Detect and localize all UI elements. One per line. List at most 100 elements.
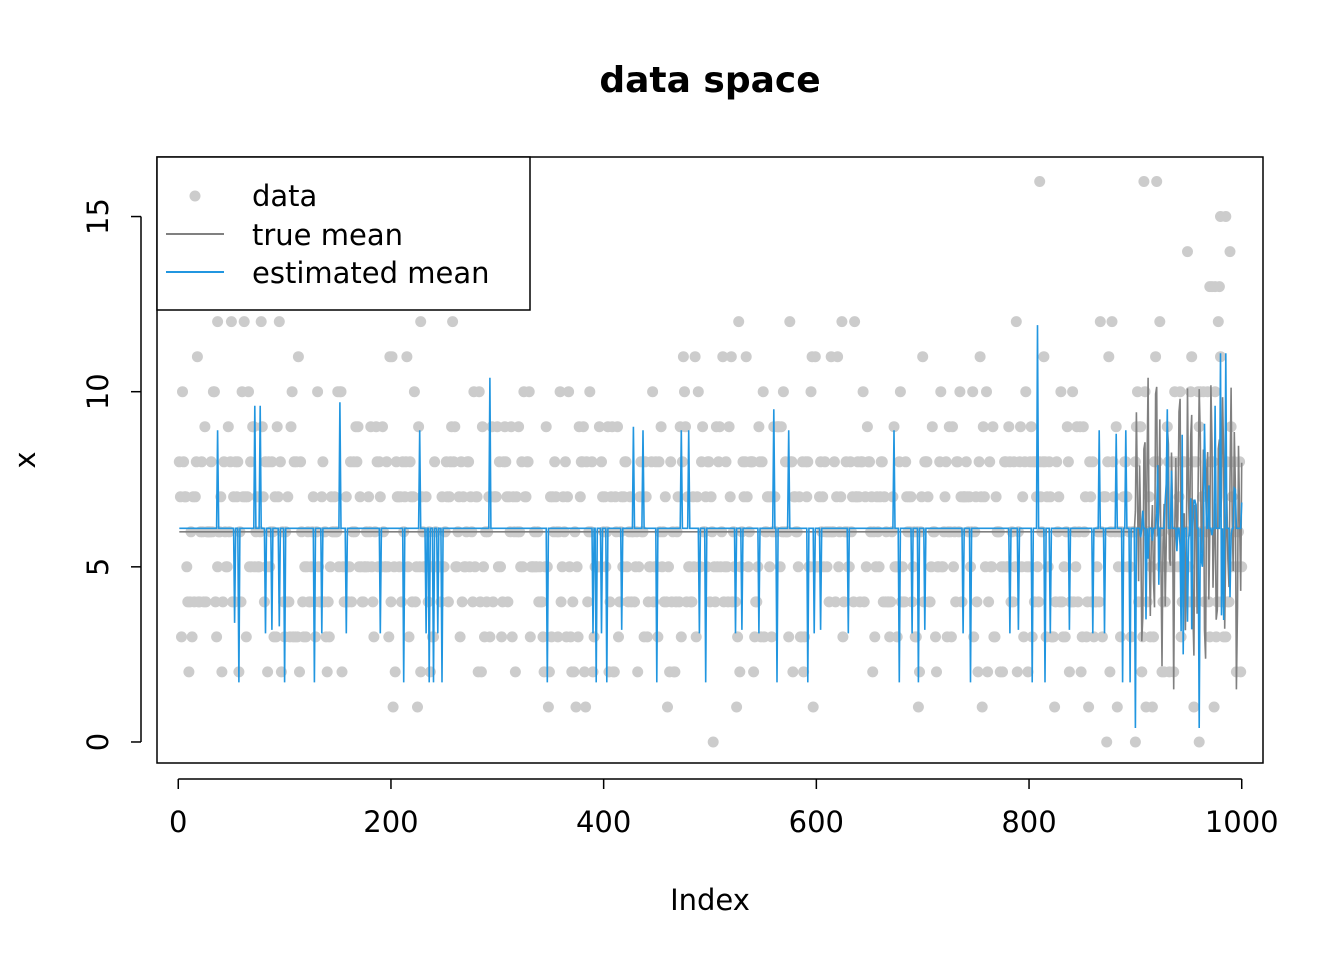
data-point	[900, 456, 912, 468]
data-point	[869, 631, 881, 643]
data-point	[456, 596, 468, 608]
data-point	[374, 491, 386, 503]
data-point	[346, 596, 358, 608]
chart-title: data space	[599, 60, 820, 101]
data-point	[243, 386, 254, 398]
data-point	[1077, 421, 1089, 433]
data-point	[977, 421, 989, 433]
data-point	[717, 351, 729, 363]
data-point	[723, 421, 735, 433]
data-point	[502, 596, 514, 608]
data-point	[1075, 666, 1087, 678]
data-point	[484, 631, 496, 643]
data-point	[817, 491, 829, 503]
y-axis-label: x	[8, 451, 42, 468]
data-point	[1175, 631, 1187, 643]
data-point	[1062, 456, 1074, 468]
data-point	[596, 456, 607, 468]
data-point	[801, 491, 813, 503]
data-point	[608, 666, 620, 678]
data-point	[463, 456, 475, 468]
data-point	[523, 386, 535, 398]
data-point	[878, 491, 890, 503]
data-point	[987, 421, 999, 433]
data-point	[836, 316, 848, 328]
data-point	[408, 386, 420, 398]
data-point	[641, 631, 653, 643]
data-point	[352, 421, 364, 433]
data-point	[691, 491, 703, 503]
data-point	[783, 631, 795, 643]
data-point	[1056, 596, 1068, 608]
data-point	[720, 456, 732, 468]
data-point	[924, 596, 936, 608]
data-point	[917, 351, 929, 363]
data-point	[1083, 701, 1095, 713]
data-point	[572, 631, 584, 643]
data-point	[997, 666, 1008, 678]
y-tick-label: 0	[81, 733, 115, 751]
data-point	[960, 456, 972, 468]
data-point	[703, 456, 715, 468]
data-point	[386, 351, 398, 363]
mean-lines	[179, 325, 1243, 729]
data-point	[329, 491, 341, 503]
data-point	[513, 421, 525, 433]
x-axis-label: Index	[670, 883, 750, 917]
x-tick-label: 800	[1001, 805, 1056, 839]
data-point	[914, 666, 925, 678]
data-point	[199, 421, 211, 433]
data-point	[274, 456, 286, 468]
data-point	[821, 561, 833, 573]
data-point	[974, 351, 986, 363]
data-point	[444, 491, 455, 503]
data-point	[357, 596, 369, 608]
data-point	[412, 701, 423, 713]
data-point	[733, 316, 745, 328]
data-point	[861, 421, 873, 433]
data-point	[692, 386, 704, 398]
data-point	[1018, 631, 1030, 643]
data-point	[613, 631, 624, 643]
data-point	[833, 561, 845, 573]
x-tick-label: 0	[169, 805, 187, 839]
data-point	[930, 631, 941, 643]
data-point	[1063, 666, 1075, 678]
data-point	[381, 456, 393, 468]
data-point	[438, 561, 450, 573]
data-point	[905, 491, 917, 503]
data-point	[1038, 351, 1050, 363]
data-point	[1106, 316, 1118, 328]
data-point	[1174, 386, 1186, 398]
data-point	[697, 421, 709, 433]
data-point	[1053, 491, 1065, 503]
data-point	[235, 596, 247, 608]
data-point	[383, 631, 395, 643]
data-point	[286, 386, 298, 398]
data-point	[429, 456, 441, 468]
data-point	[989, 631, 1001, 643]
data-point	[849, 316, 861, 328]
data-point	[876, 456, 888, 468]
data-point	[775, 421, 787, 433]
data-point	[621, 561, 633, 573]
data-point	[741, 491, 753, 503]
data-point	[389, 666, 401, 678]
data-point	[541, 561, 553, 573]
data-point	[292, 351, 304, 363]
data-point	[1209, 386, 1221, 398]
data-point	[757, 386, 769, 398]
data-point	[707, 736, 719, 748]
data-point	[248, 421, 260, 433]
data-point	[982, 666, 994, 678]
data-point	[873, 561, 885, 573]
data-point	[1011, 666, 1023, 678]
legend-label-true-mean: true mean	[252, 218, 403, 252]
data-point	[983, 596, 995, 608]
data-point	[363, 491, 375, 503]
data-point	[212, 561, 224, 573]
data-point	[753, 421, 765, 433]
data-point	[931, 666, 942, 678]
data-point	[520, 491, 532, 503]
data-point	[225, 316, 237, 328]
